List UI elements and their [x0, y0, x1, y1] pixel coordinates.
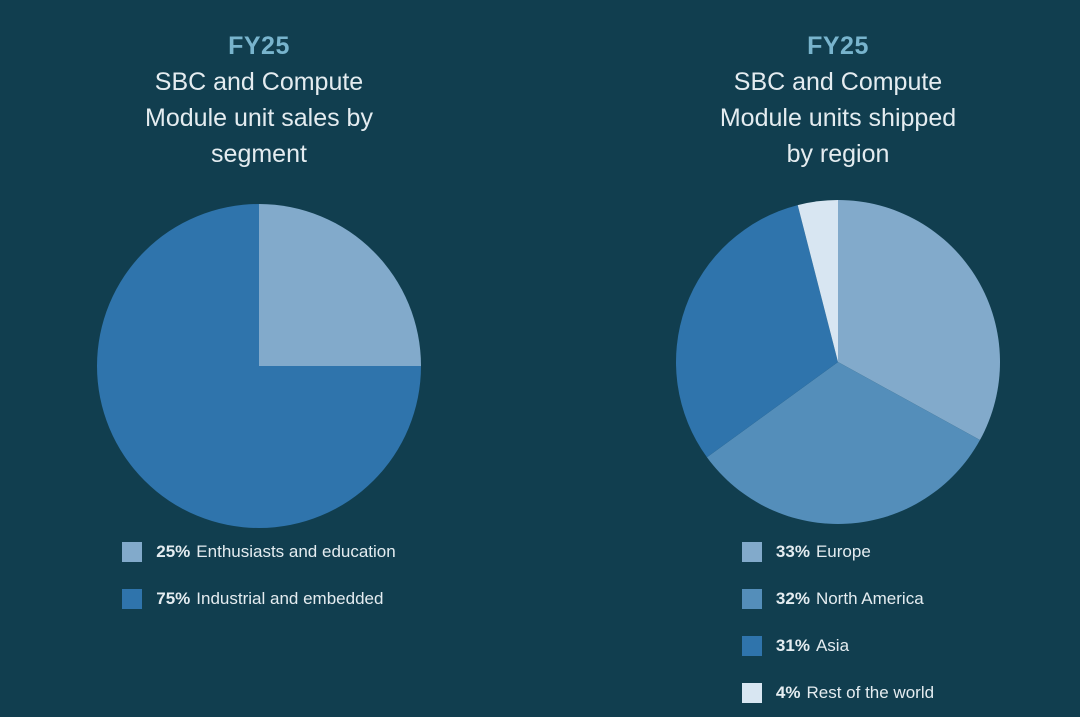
pie-slice-asia [676, 205, 838, 458]
chart-title-line: Module unit sales by [145, 104, 373, 132]
chart-title-line: Module units shipped [719, 104, 957, 132]
pie-slice-enthusiasts-and-education [259, 204, 421, 366]
legend-label: Rest of the world [806, 682, 935, 702]
legend-swatch [122, 541, 143, 562]
chart-title-fy: FY25 [807, 32, 869, 60]
chart-block-units-shipped-by-region: FY25 SBC and Compute Module units shippe… [596, 0, 1080, 703]
chart-title-line: SBC and Compute [733, 68, 943, 96]
legend-label: Enthusiasts and education [196, 541, 396, 561]
legend-swatch [741, 541, 762, 562]
chart-title-line: segment [211, 140, 307, 168]
legend-label: Europe [815, 541, 871, 561]
chart-title: FY25 SBC and Compute Module unit sales b… [145, 28, 373, 172]
legend-percent: 32% [775, 588, 810, 608]
legend-percent: 75% [156, 588, 191, 608]
legend-percent: 33% [775, 541, 810, 561]
legend-item: 33% Europe [741, 541, 871, 562]
legend-swatch [741, 682, 762, 703]
legend-label: Industrial and embedded [196, 588, 384, 608]
chart-title: FY25 SBC and Compute Module units shippe… [720, 28, 956, 172]
pie-slice-north-america [706, 362, 980, 524]
legend-swatch [741, 588, 762, 609]
legend: 25% Enthusiasts and education 75% Industri… [122, 541, 396, 609]
pie-slice-europe [838, 200, 1000, 441]
legend-swatch [122, 588, 143, 609]
legend-percent: 31% [775, 635, 810, 655]
pie-slice-rest-of-the-world [797, 200, 838, 362]
legend: 33% Europe 32% North America 31% Asia 4% Res… [741, 541, 935, 703]
legend-item: 75% Industrial and embedded [122, 588, 383, 609]
chart-block-sales-by-segment: FY25 SBC and Compute Module unit sales b… [16, 0, 502, 609]
legend-item: 4% Rest of the world [741, 682, 935, 703]
chart-title-fy: FY25 [228, 32, 290, 60]
legend-percent: 4% [775, 682, 801, 702]
legend-item: 32% North America [741, 588, 924, 609]
pie-slice-industrial-and-embedded [97, 204, 421, 528]
chart-title-line: SBC and Compute [154, 68, 364, 96]
legend-label: Asia [815, 635, 850, 655]
legend-label: North America [815, 588, 924, 608]
pie-chart-sales-by-segment [97, 204, 421, 528]
legend-item: 25% Enthusiasts and education [122, 541, 396, 562]
legend-percent: 25% [156, 541, 191, 561]
legend-item: 31% Asia [741, 635, 850, 656]
pie-chart-units-shipped-by-region [676, 200, 1000, 524]
legend-swatch [741, 635, 762, 656]
chart-title-line: by region [786, 140, 890, 168]
